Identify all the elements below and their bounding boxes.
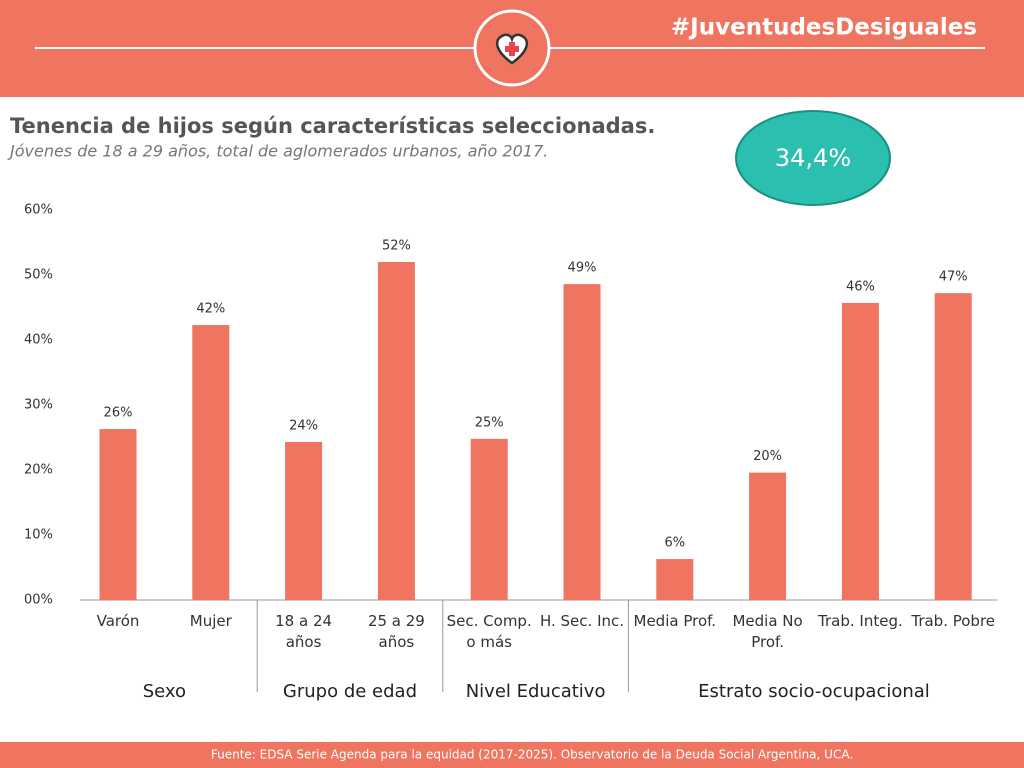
value-label: 26% bbox=[104, 406, 133, 421]
y-tick-label: 20% bbox=[24, 463, 53, 478]
x-tick-label: Sec. Comp. o más bbox=[446, 612, 532, 651]
footer-band bbox=[0, 742, 1024, 768]
x-tick-label: Media Prof. bbox=[633, 612, 717, 630]
y-tick-label: 60% bbox=[24, 203, 53, 218]
group-label: Sexo bbox=[142, 681, 187, 702]
hashtag: #JuventudesDesiguales bbox=[671, 15, 977, 41]
group-label: Nivel Educativo bbox=[465, 681, 606, 702]
bar bbox=[285, 442, 323, 600]
cross-icon bbox=[505, 42, 519, 56]
x-tick-label: Trab. Integ. bbox=[818, 612, 903, 630]
x-tick-label: H. Sec. Inc. bbox=[539, 612, 625, 630]
group-label: Grupo de edad bbox=[282, 681, 418, 702]
bar bbox=[656, 559, 694, 600]
bar bbox=[563, 284, 601, 600]
bar bbox=[934, 293, 972, 600]
bar bbox=[377, 262, 415, 600]
value-label: 47% bbox=[939, 270, 968, 285]
value-label: 52% bbox=[382, 239, 411, 254]
value-label: 25% bbox=[475, 415, 504, 430]
x-tick-label: 18 a 24 años bbox=[275, 612, 333, 651]
y-tick-label: 30% bbox=[24, 398, 53, 413]
chart-title: Tenencia de hijos según características … bbox=[10, 114, 655, 138]
value-label: 20% bbox=[753, 449, 782, 464]
chart-subtitle: Jóvenes de 18 a 29 años, total de aglome… bbox=[7, 142, 548, 161]
x-tick-label: Trab. Pobre bbox=[911, 612, 996, 630]
bar bbox=[192, 325, 230, 600]
y-tick-label: 50% bbox=[24, 268, 53, 283]
bar bbox=[470, 438, 508, 600]
badge-text: 34,4% bbox=[775, 144, 851, 172]
group-label: Estrato socio-ocupacional bbox=[698, 681, 930, 702]
value-label: 46% bbox=[846, 279, 875, 294]
bar bbox=[841, 302, 879, 600]
y-tick-label: 40% bbox=[24, 333, 53, 348]
x-tick-label: Media No Prof. bbox=[732, 612, 803, 651]
bar bbox=[99, 429, 137, 600]
value-label: 6% bbox=[664, 536, 685, 551]
value-label: 24% bbox=[289, 419, 318, 434]
x-tick-label: 25 a 29 años bbox=[367, 612, 425, 651]
bar bbox=[749, 472, 787, 600]
footer-source: Fuente: EDSA Serie Agenda para la equida… bbox=[211, 748, 853, 762]
value-label: 42% bbox=[196, 302, 225, 317]
x-tick-label: Varón bbox=[96, 612, 140, 630]
badge bbox=[735, 110, 891, 206]
x-tick-label: Mujer bbox=[189, 612, 232, 630]
y-tick-label: 10% bbox=[24, 528, 53, 543]
value-label: 49% bbox=[568, 261, 597, 276]
y-tick-label: 00% bbox=[24, 593, 53, 608]
